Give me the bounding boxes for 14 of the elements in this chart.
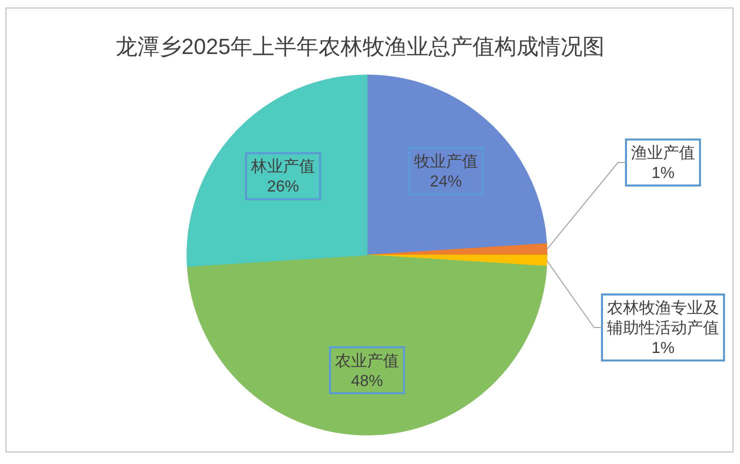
pie-slice — [366, 74, 548, 256]
data-label: 24% — [430, 174, 462, 191]
chart-title: 龙潭乡2025年上半年农林牧渔业总产值构成情况图 — [116, 34, 604, 59]
slice-label: 牧业产值 — [414, 152, 478, 171]
slice-label: 渔业产值 — [631, 144, 695, 162]
data-label: 26% — [267, 178, 300, 196]
slice-label: 农业产值 — [335, 352, 399, 370]
slice-label: 林业产值 — [250, 158, 316, 176]
data-label: 1% — [651, 165, 675, 182]
slice-label: 农林牧渔专业及辅助性活动产值 — [607, 299, 719, 338]
data-label: 1% — [651, 340, 675, 358]
data-label: 48% — [350, 372, 384, 390]
pie-slice — [186, 74, 368, 267]
pie-slice — [186, 254, 548, 436]
